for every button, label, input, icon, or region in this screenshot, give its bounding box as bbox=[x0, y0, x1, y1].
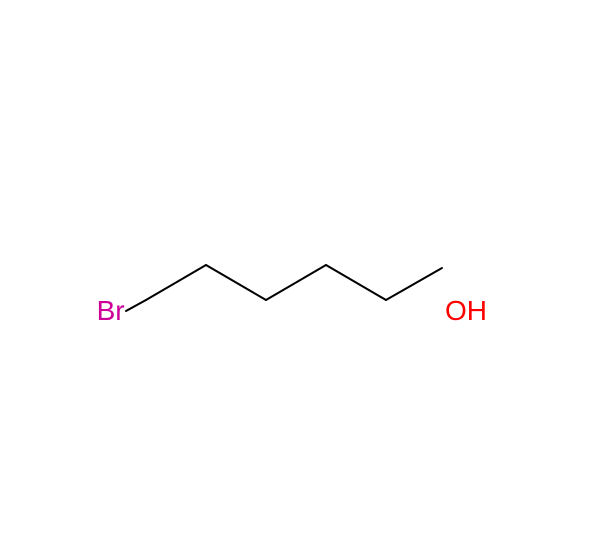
bromine-atom-label: Br bbox=[97, 295, 125, 327]
molecule-diagram bbox=[0, 0, 598, 557]
bond-line bbox=[126, 300, 146, 311]
bond-line bbox=[146, 265, 206, 300]
bond-line bbox=[386, 268, 442, 300]
bond-line bbox=[266, 265, 326, 300]
bond-line bbox=[206, 265, 266, 300]
bond-group bbox=[126, 265, 442, 311]
bond-line bbox=[326, 265, 386, 300]
hydroxyl-atom-label: OH bbox=[445, 295, 487, 327]
